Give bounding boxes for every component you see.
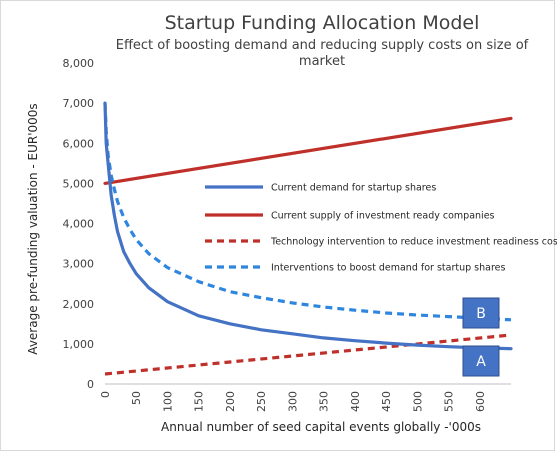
y-tick-label: 6,000 xyxy=(63,137,95,150)
x-tick-label: 0 xyxy=(99,391,112,398)
series-line-3 xyxy=(104,333,512,376)
y-tick-labels: 0 1,000 2,000 3,000 4,000 5,000 6,000 7,000 8,00… xyxy=(63,57,95,391)
x-tick-label: 100 xyxy=(161,391,174,412)
chart-title: Startup Funding Allocation Model xyxy=(165,12,480,34)
annotation-label: A xyxy=(476,354,486,370)
legend-entry-label: Current supply of investment ready compa… xyxy=(271,211,495,222)
x-tick-label: 50 xyxy=(130,391,143,405)
legend-entry-label: Technology intervention to reduce invest… xyxy=(270,237,557,248)
x-tick-label: 550 xyxy=(443,391,456,412)
x-tick-label: 500 xyxy=(411,391,424,412)
x-tick-label: 450 xyxy=(380,391,393,412)
legend-entry-label: Current demand for startup shares xyxy=(271,183,436,194)
chart-subtitle-line2: market xyxy=(299,54,345,69)
legend-entry-label: Interventions to boost demand for startu… xyxy=(271,263,505,274)
y-tick-label: 4,000 xyxy=(63,218,95,231)
annotation-label: B xyxy=(476,306,486,322)
annotation-box-a xyxy=(462,345,500,377)
x-tick-labels: 0 50 100 150 200 250 300 350 400 450 500 550 600 xyxy=(99,391,487,412)
x-tick-label: 300 xyxy=(286,391,299,412)
y-tick-label: 5,000 xyxy=(63,177,95,190)
y-tick-label: 7,000 xyxy=(63,97,95,110)
x-tick-label: 250 xyxy=(255,391,268,412)
y-tick-label: 0 xyxy=(87,378,94,391)
y-tick-label: 3,000 xyxy=(63,258,95,271)
series-line-4 xyxy=(103,103,512,322)
x-tick-label: 150 xyxy=(193,391,206,412)
x-tick-label: 200 xyxy=(224,391,237,412)
y-tick-label: 8,000 xyxy=(63,57,95,70)
annotation-boxes: BA xyxy=(462,297,500,377)
annotation-box-b xyxy=(462,297,500,329)
x-tick-label: 350 xyxy=(318,391,331,412)
legend: Current demand for startup shares Current… xyxy=(205,183,557,274)
series-line-2 xyxy=(103,116,513,185)
y-tick-label: 2,000 xyxy=(63,298,95,311)
series-line-1 xyxy=(103,101,513,351)
x-axis-label: Annual number of seed capital events glo… xyxy=(161,420,481,434)
series-lines xyxy=(103,101,513,376)
x-tick-label: 400 xyxy=(349,391,362,412)
y-axis-label: Average pre-funding valuation - EUR'000s xyxy=(26,103,40,354)
y-tick-label: 1,000 xyxy=(63,338,95,351)
x-tick-label: 600 xyxy=(474,391,487,412)
chart-subtitle-line1: Effect of boosting demand and reducing s… xyxy=(116,38,529,53)
